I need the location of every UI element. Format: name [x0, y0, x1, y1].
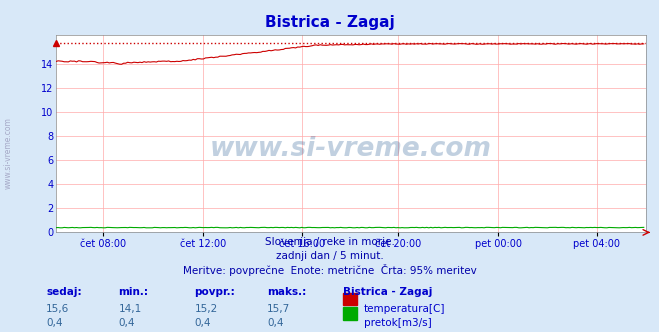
Text: maks.:: maks.: — [267, 287, 306, 297]
Text: zadnji dan / 5 minut.: zadnji dan / 5 minut. — [275, 251, 384, 261]
Text: 15,7: 15,7 — [267, 304, 290, 314]
Text: www.si-vreme.com: www.si-vreme.com — [3, 117, 13, 189]
Text: 0,4: 0,4 — [46, 318, 63, 328]
Text: povpr.:: povpr.: — [194, 287, 235, 297]
Text: pretok[m3/s]: pretok[m3/s] — [364, 318, 432, 328]
Text: Slovenija / reke in morje.: Slovenija / reke in morje. — [264, 237, 395, 247]
Text: min.:: min.: — [119, 287, 149, 297]
Text: Bistrica - Zagaj: Bistrica - Zagaj — [265, 15, 394, 30]
Text: Bistrica - Zagaj: Bistrica - Zagaj — [343, 287, 432, 297]
Text: www.si-vreme.com: www.si-vreme.com — [210, 136, 492, 162]
Text: 0,4: 0,4 — [119, 318, 135, 328]
Text: 15,6: 15,6 — [46, 304, 69, 314]
Text: sedaj:: sedaj: — [46, 287, 82, 297]
Text: 0,4: 0,4 — [194, 318, 211, 328]
Text: 14,1: 14,1 — [119, 304, 142, 314]
Text: 0,4: 0,4 — [267, 318, 283, 328]
Text: Meritve: povprečne  Enote: metrične  Črta: 95% meritev: Meritve: povprečne Enote: metrične Črta:… — [183, 264, 476, 276]
Text: 15,2: 15,2 — [194, 304, 217, 314]
Text: temperatura[C]: temperatura[C] — [364, 304, 445, 314]
